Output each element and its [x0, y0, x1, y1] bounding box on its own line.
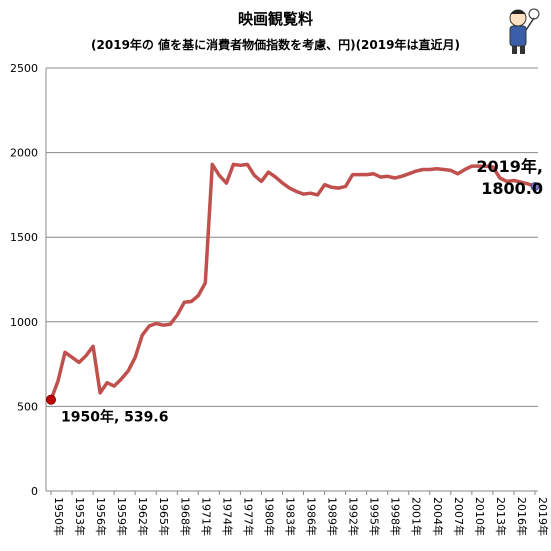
x-tick-label: 1965年 — [157, 497, 171, 536]
x-tick-label: 2016年 — [515, 497, 529, 536]
x-tick-label: 2004年 — [431, 497, 445, 536]
start-annotation: 1950年, 539.6 — [61, 409, 168, 426]
end-point-marker — [530, 181, 540, 191]
x-tick-label: 1998年 — [389, 497, 403, 536]
x-tick-label: 1968年 — [178, 497, 192, 536]
y-tick-label: 500 — [17, 400, 38, 413]
start-point-marker — [46, 394, 56, 405]
x-tick-label: 2019年 — [536, 497, 550, 536]
x-tick-label: 2007年 — [452, 497, 466, 536]
x-tick-label: 1950年 — [52, 497, 66, 536]
y-tick-label: 1500 — [10, 231, 38, 244]
x-tick-label: 1956年 — [94, 497, 108, 536]
series-line — [49, 162, 536, 401]
x-tick-label: 1995年 — [368, 497, 382, 536]
x-tick-label: 1989年 — [326, 497, 340, 536]
x-tick-label: 1974年 — [220, 497, 234, 536]
chart-subtitle: (2019年の 値を基に消費者物価指数を考慮、円)(2019年は直近月) — [91, 38, 460, 52]
x-tick-label: 2013年 — [494, 497, 508, 536]
x-tick-label: 1983年 — [283, 497, 297, 536]
x-tick-label: 1962年 — [136, 497, 150, 536]
x-tick-label: 1992年 — [347, 497, 361, 536]
y-tick-label: 1000 — [10, 316, 38, 329]
x-tick-label: 1986年 — [305, 497, 319, 536]
x-tick-label: 1980年 — [262, 497, 276, 536]
y-tick-label: 2500 — [10, 62, 38, 75]
x-tick-label: 1959年 — [115, 497, 129, 536]
y-tick-label: 2000 — [10, 147, 38, 160]
mascot-icon — [509, 8, 540, 54]
chart-title: 映画観覧料 — [237, 10, 313, 28]
x-tick-label: 1971年 — [199, 497, 213, 536]
x-tick-label: 2001年 — [410, 497, 424, 536]
end-annotation-line1: 2019年, — [476, 157, 543, 176]
x-tick-label: 1953年 — [73, 497, 87, 536]
x-tick-label: 1977年 — [241, 497, 255, 536]
end-annotation-line2: 1800.0 — [481, 179, 543, 198]
x-tick-label: 2010年 — [473, 497, 487, 536]
y-tick-label: 0 — [31, 485, 38, 498]
